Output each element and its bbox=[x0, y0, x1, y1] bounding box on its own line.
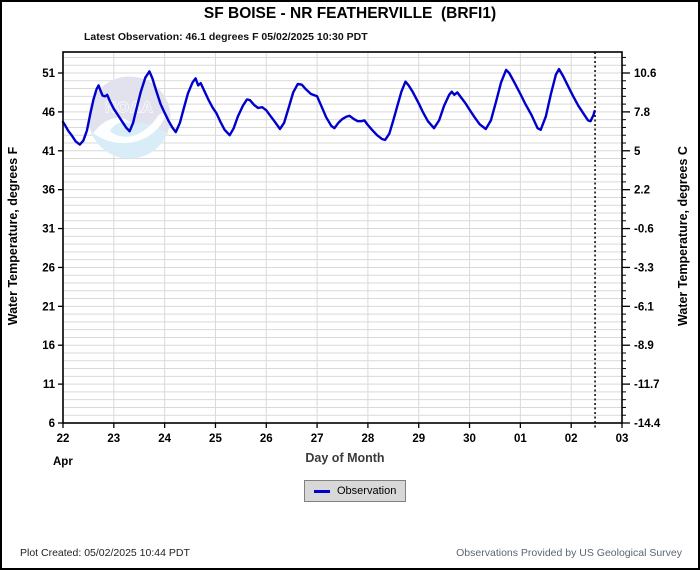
x-tick-label: 26 bbox=[260, 433, 273, 445]
y-tick-label-c: -6.1 bbox=[634, 301, 654, 313]
y-tick-label-c: 2.2 bbox=[634, 185, 650, 197]
y-axis-label-celsius: Water Temperature, degrees C bbox=[676, 146, 690, 326]
legend-label: Observation bbox=[337, 485, 397, 497]
x-tick-label: 22 bbox=[57, 433, 70, 445]
y-tick-label-c: -8.9 bbox=[634, 340, 654, 352]
y-tick-label-f: 11 bbox=[43, 379, 56, 391]
y-tick-label-f: 6 bbox=[49, 418, 55, 430]
x-tick-label: 01 bbox=[514, 433, 527, 445]
y-tick-label-f: 36 bbox=[42, 185, 55, 197]
x-tick-label: 03 bbox=[616, 433, 629, 445]
y-tick-label-f: 16 bbox=[42, 340, 55, 352]
x-tick-label: 02 bbox=[565, 433, 578, 445]
y-tick-label-f: 46 bbox=[42, 107, 55, 119]
y-tick-label-c: -14.4 bbox=[634, 418, 661, 430]
plot-created-text: Plot Created: 05/02/2025 10:44 PDT bbox=[20, 547, 190, 559]
y-tick-label-f: 51 bbox=[42, 68, 55, 80]
y-tick-label-c: 7.8 bbox=[634, 107, 651, 119]
grid-lines bbox=[63, 52, 622, 423]
y-tick-label-c: 10.6 bbox=[634, 68, 656, 80]
noaa-watermark-logo bbox=[88, 76, 171, 159]
x-tick-label: 24 bbox=[158, 433, 171, 445]
x-tick-label: 30 bbox=[463, 433, 476, 445]
y-tick-label-f: 21 bbox=[42, 301, 55, 313]
observation-line bbox=[61, 67, 596, 146]
latest-observation-text: Latest Observation: 46.1 degrees F 05/02… bbox=[84, 31, 368, 43]
x-tick-label: 29 bbox=[412, 433, 425, 445]
watermark-seagull-icon bbox=[93, 112, 166, 144]
y-axis-label-fahrenheit: Water Temperature, degrees F bbox=[6, 146, 20, 326]
y-tick-label-c: -3.3 bbox=[634, 262, 654, 274]
legend-line-sample bbox=[314, 489, 330, 493]
y-tick-label-c: 5 bbox=[634, 146, 641, 158]
y-tick-label-f: 41 bbox=[42, 146, 55, 158]
provider-text: Observations Provided by US Geological S… bbox=[456, 547, 682, 559]
plot-border bbox=[62, 51, 623, 424]
y-tick-label-c: -11.7 bbox=[634, 379, 660, 391]
legend: Observation bbox=[304, 480, 407, 502]
y-tick-label-f: 26 bbox=[42, 262, 55, 274]
watermark-sea bbox=[88, 122, 171, 159]
x-tick-label: 25 bbox=[209, 433, 222, 445]
x-tick-label: 28 bbox=[362, 433, 375, 445]
x-tick-label: 27 bbox=[311, 433, 324, 445]
y-tick-label-f: 31 bbox=[42, 224, 55, 236]
x-tick-label: 23 bbox=[107, 433, 120, 445]
x-axis-label: Day of Month bbox=[305, 451, 385, 465]
month-label: Apr bbox=[53, 456, 73, 468]
chart-title: SF BOISE - NR FEATHERVILLE (BRFI1) bbox=[203, 5, 497, 22]
y-tick-label-c: -0.6 bbox=[634, 224, 654, 236]
